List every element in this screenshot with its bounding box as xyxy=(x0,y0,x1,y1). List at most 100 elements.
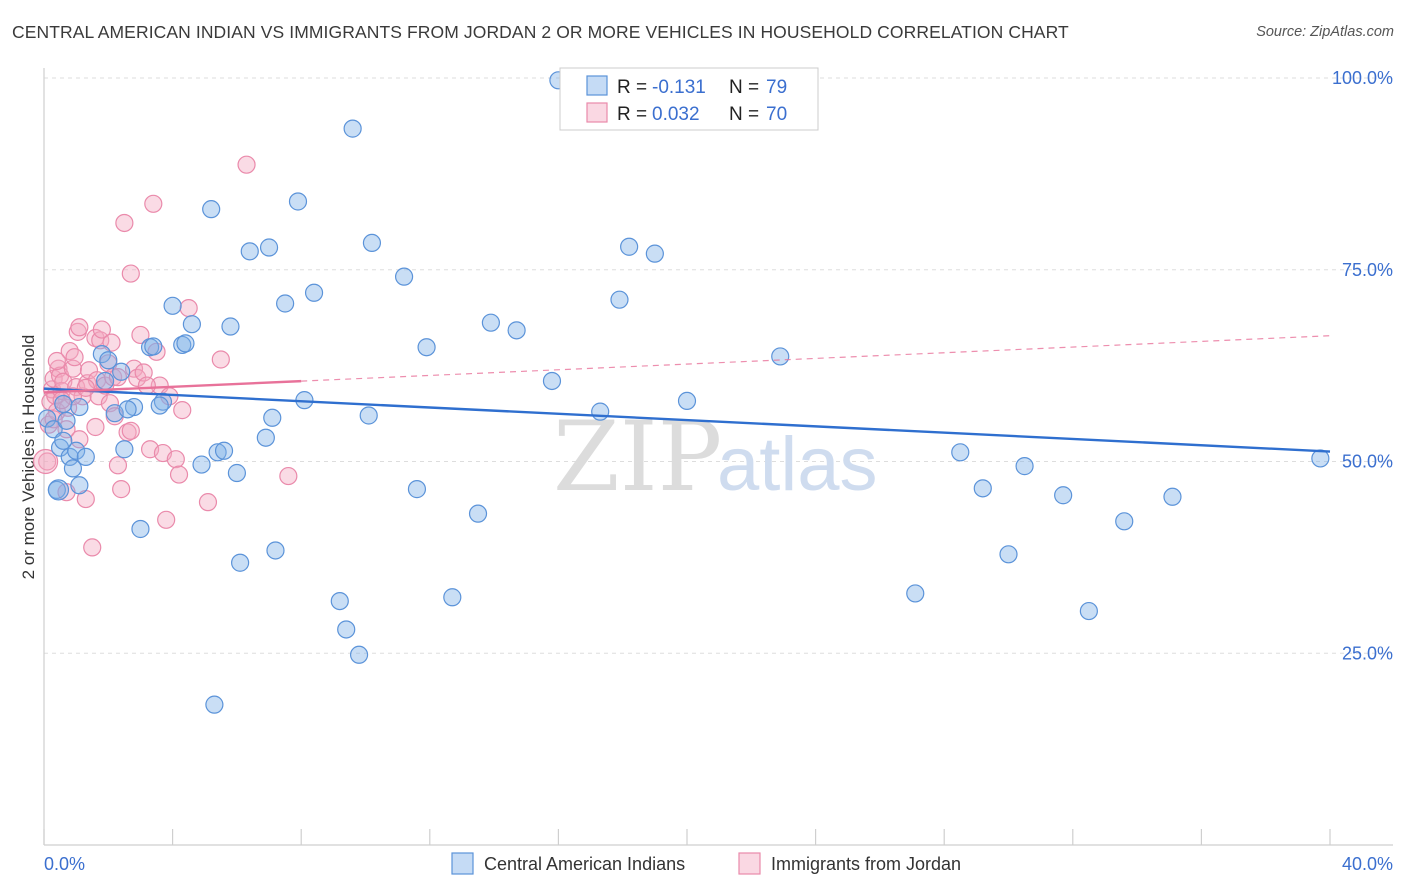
data-point-central-american-indians xyxy=(227,463,246,483)
data-point-central-american-indians xyxy=(304,283,324,302)
data-point-central-american-indians xyxy=(150,396,169,415)
data-point-central-american-indians xyxy=(70,397,89,417)
x-tick-labels: 0.0% 40.0% xyxy=(44,854,1393,874)
data-point-central-american-indians xyxy=(417,338,436,357)
data-point-central-american-indians xyxy=(343,119,362,138)
data-point-central-american-indians xyxy=(231,553,250,572)
data-point-central-american-indians xyxy=(1163,487,1182,506)
legend-label-blue: Central American Indians xyxy=(484,854,685,874)
data-point-central-american-indians xyxy=(176,334,195,353)
stats-r-label-pink: R = xyxy=(617,104,652,125)
data-point-central-american-indians xyxy=(645,244,664,263)
data-point-central-american-indians xyxy=(221,317,240,336)
data-point-central-american-indians xyxy=(99,351,118,370)
data-point-central-american-indians xyxy=(1054,486,1073,505)
data-point-immigrants-from-jordan xyxy=(65,348,84,367)
data-point-central-american-indians xyxy=(259,238,279,257)
legend-label-pink: Immigrants from Jordan xyxy=(771,854,961,874)
data-point-central-american-indians xyxy=(507,321,526,340)
data-point-immigrants-from-jordan xyxy=(121,421,140,440)
y-tick-label: 100.0% xyxy=(1332,68,1393,88)
data-point-central-american-indians xyxy=(394,267,414,286)
data-point-central-american-indians xyxy=(591,402,610,421)
data-point-central-american-indians xyxy=(112,362,131,381)
data-point-central-american-indians xyxy=(481,313,500,332)
data-point-central-american-indians xyxy=(118,400,137,419)
axes xyxy=(43,68,1393,846)
y-axis-label: 2 or more Vehicles in Household xyxy=(19,335,38,580)
data-point-central-american-indians xyxy=(542,371,562,391)
data-point-central-american-indians xyxy=(54,431,73,450)
data-point-central-american-indians xyxy=(76,447,95,466)
data-point-immigrants-from-jordan xyxy=(144,194,163,213)
stats-swatch-blue xyxy=(586,75,608,96)
data-point-central-american-indians xyxy=(131,519,150,539)
series-immigrants-from-jordan xyxy=(33,155,298,557)
data-point-central-american-indians xyxy=(205,695,224,714)
data-point-immigrants-from-jordan xyxy=(121,264,140,283)
legend-swatch-pink xyxy=(738,852,761,875)
trend-line-central-american-indians xyxy=(43,387,1331,453)
data-point-immigrants-from-jordan xyxy=(211,350,230,369)
stats-r-value-pink: 0.032 xyxy=(652,104,700,125)
data-point-central-american-indians xyxy=(214,441,234,460)
stats-r-value-blue: -0.131 xyxy=(652,77,706,98)
stats-n-label-pink: N = xyxy=(729,104,764,125)
data-point-immigrants-from-jordan xyxy=(279,466,298,486)
data-point-immigrants-from-jordan xyxy=(179,299,198,318)
data-point-immigrants-from-jordan xyxy=(131,325,150,345)
data-point-central-american-indians xyxy=(47,479,70,501)
data-point-immigrants-from-jordan xyxy=(92,320,111,339)
data-point-central-american-indians xyxy=(771,347,790,366)
data-point-immigrants-from-jordan xyxy=(237,155,256,174)
data-point-central-american-indians xyxy=(240,242,259,261)
data-point-central-american-indians xyxy=(330,591,349,611)
data-point-central-american-indians xyxy=(337,620,356,639)
data-point-central-american-indians xyxy=(1079,601,1098,621)
data-point-central-american-indians xyxy=(54,394,73,414)
stats-n-label-blue: N = xyxy=(729,77,764,98)
data-point-central-american-indians xyxy=(468,504,488,523)
trend-lines xyxy=(43,335,1331,453)
data-point-immigrants-from-jordan xyxy=(83,538,102,557)
data-point-central-american-indians xyxy=(95,371,115,391)
stats-r-label-blue: R = xyxy=(617,77,652,98)
data-point-immigrants-from-jordan xyxy=(108,456,128,475)
y-tick-label: 50.0% xyxy=(1342,452,1393,472)
data-point-central-american-indians xyxy=(276,294,295,313)
data-point-central-american-indians xyxy=(677,391,697,411)
y-tick-labels: 100.0% 75.0% 50.0% 25.0% xyxy=(1332,68,1393,663)
data-point-central-american-indians xyxy=(182,315,201,334)
data-point-central-american-indians xyxy=(38,409,57,428)
data-point-immigrants-from-jordan xyxy=(137,376,156,395)
data-point-central-american-indians xyxy=(1015,457,1034,476)
data-point-immigrants-from-jordan xyxy=(38,452,57,471)
data-point-immigrants-from-jordan xyxy=(86,417,105,437)
chart-source: Source: ZipAtlas.com xyxy=(1256,24,1394,40)
data-point-immigrants-from-jordan xyxy=(60,341,79,361)
data-point-central-american-indians xyxy=(443,588,462,607)
data-point-immigrants-from-jordan xyxy=(198,493,218,512)
series-legend: Central American Indians Immigrants from… xyxy=(451,852,961,875)
data-point-immigrants-from-jordan xyxy=(47,351,66,371)
data-point-immigrants-from-jordan xyxy=(70,318,89,337)
stats-swatch-pink xyxy=(586,102,608,123)
data-point-central-american-indians xyxy=(288,192,308,211)
stats-n-value-blue: 79 xyxy=(766,77,787,98)
chart-title: CENTRAL AMERICAN INDIAN VS IMMIGRANTS FR… xyxy=(12,22,1069,42)
data-point-central-american-indians xyxy=(620,237,639,256)
data-point-immigrants-from-jordan xyxy=(115,213,134,233)
data-point-central-american-indians xyxy=(266,541,285,560)
y-tick-label: 75.0% xyxy=(1342,260,1393,280)
legend-swatch-blue xyxy=(451,852,474,875)
data-point-central-american-indians xyxy=(67,441,86,460)
data-point-immigrants-from-jordan xyxy=(169,465,189,484)
data-point-immigrants-from-jordan xyxy=(173,401,192,420)
data-point-central-american-indians xyxy=(256,428,275,447)
x-tick-label: 40.0% xyxy=(1342,854,1393,874)
data-point-central-american-indians xyxy=(163,296,182,315)
data-point-central-american-indians xyxy=(407,480,427,499)
data-point-immigrants-from-jordan xyxy=(157,510,176,529)
data-point-central-american-indians xyxy=(951,443,970,462)
